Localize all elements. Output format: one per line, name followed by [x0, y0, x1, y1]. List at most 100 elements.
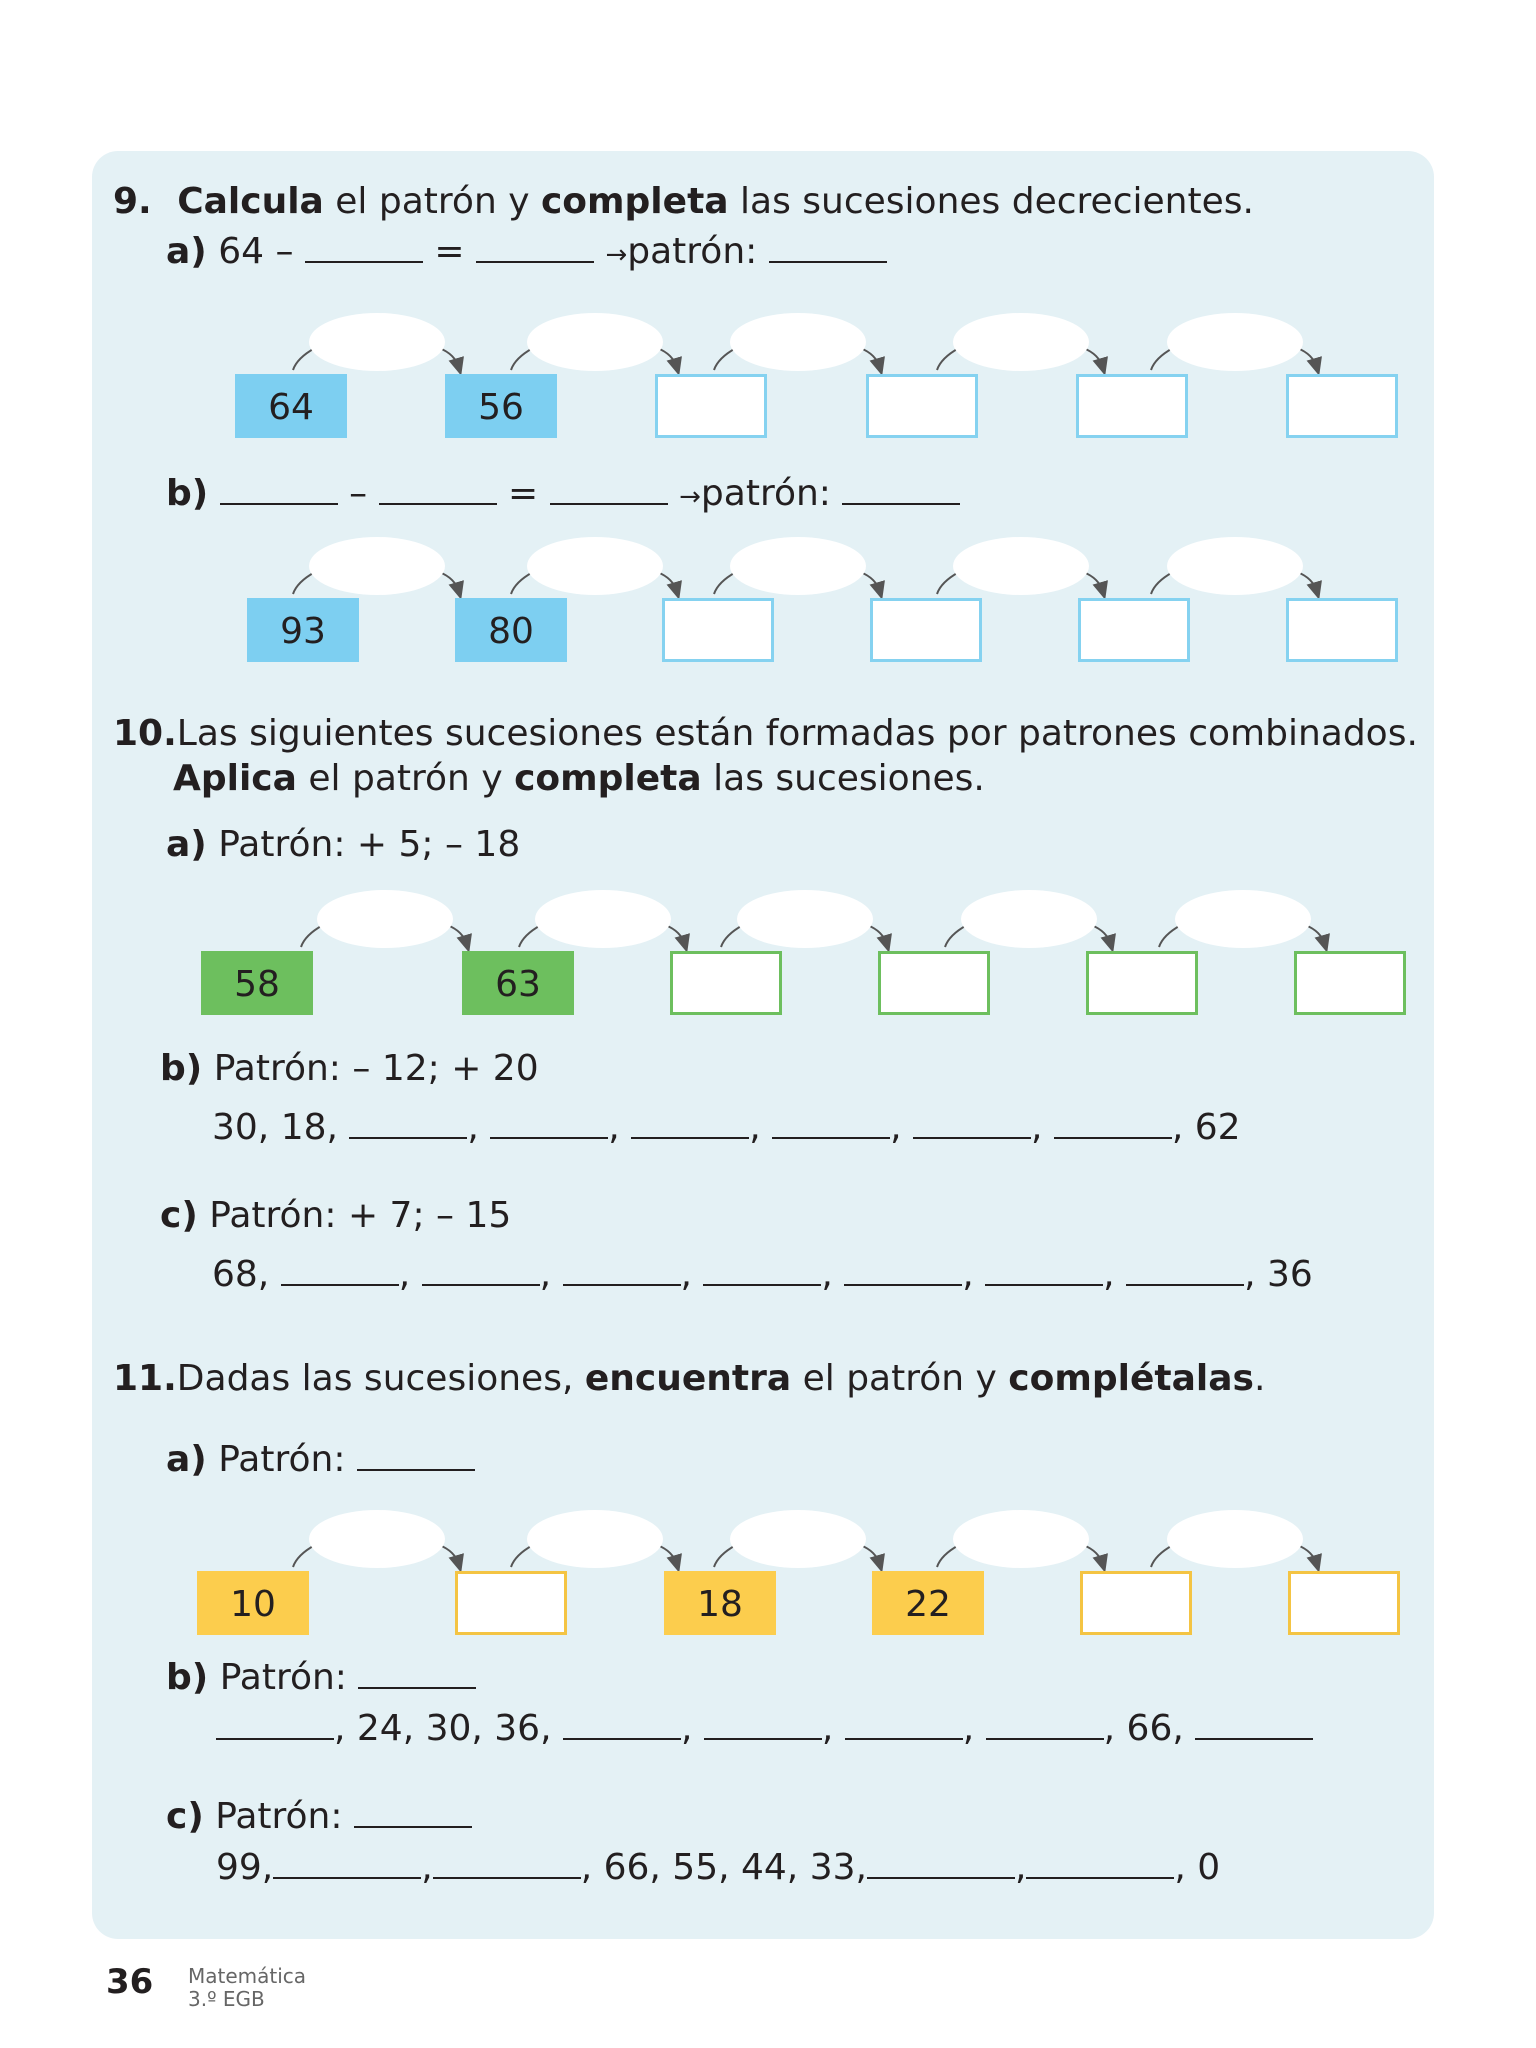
sequence-box: 10 [197, 1571, 309, 1635]
sequence-box-blank[interactable] [662, 598, 774, 662]
sequence-box-blank[interactable] [1076, 374, 1188, 438]
pattern-ellipse-blank[interactable] [953, 313, 1089, 371]
sequence-box-blank[interactable] [1286, 598, 1398, 662]
sequence-box-blank[interactable] [870, 598, 982, 662]
pattern-blank[interactable] [358, 1659, 477, 1689]
exercise-11b-pattern: b) Patrón: [166, 1656, 477, 1700]
exercise-10a-pattern: a) Patrón: + 5; – 18 [166, 824, 521, 865]
exercise-9a-equation: a) 64 – = →patrón: [166, 230, 887, 277]
sequence-box: 64 [235, 374, 347, 438]
answer-blank[interactable] [1053, 1109, 1172, 1139]
pattern-ellipse-blank[interactable] [1167, 313, 1303, 371]
answer-blank[interactable] [1195, 1710, 1314, 1740]
exercise-panel [92, 151, 1434, 1939]
pattern-blank[interactable] [356, 1441, 475, 1471]
pattern-blank[interactable] [353, 1798, 472, 1828]
pattern-ellipse-blank[interactable] [953, 1510, 1089, 1568]
answer-blank[interactable] [280, 1256, 399, 1286]
answer-blank[interactable] [549, 475, 668, 505]
pattern-ellipse-blank[interactable] [1167, 537, 1303, 595]
exercise-9b-equation: b) – = →patrón: [166, 472, 961, 519]
answer-blank[interactable] [562, 1710, 681, 1740]
sequence-box: 80 [455, 598, 567, 662]
pattern-ellipse-blank[interactable] [309, 1510, 445, 1568]
sequence-box: 22 [872, 1571, 984, 1635]
pattern-ellipse-blank[interactable] [535, 890, 671, 948]
answer-blank[interactable] [1126, 1256, 1245, 1286]
exercise-9-instruction: 9. Calcula el patrón y completa las suce… [113, 181, 1254, 222]
answer-blank[interactable] [866, 1849, 1015, 1879]
item-label: a) [166, 231, 207, 272]
exercise-number: 11. [113, 1358, 177, 1399]
pattern-ellipse-blank[interactable] [737, 890, 873, 948]
pattern-blank[interactable] [768, 233, 887, 263]
sequence-box-blank[interactable] [1078, 598, 1190, 662]
exercise-10b-pattern: b) Patrón: – 12; + 20 [160, 1048, 539, 1089]
answer-blank[interactable] [476, 233, 594, 263]
pattern-ellipse-blank[interactable] [527, 537, 663, 595]
footer-subject: Matemática [188, 1964, 307, 1988]
footer-grade: 3.º EGB [188, 1987, 265, 2011]
pattern-ellipse-blank[interactable] [317, 890, 453, 948]
answer-blank[interactable] [703, 1256, 822, 1286]
exercise-10c-sequence: 68, , , , , , , , 36 [212, 1254, 1313, 1295]
arrow-right-icon: → [679, 482, 701, 512]
item-label: b) [166, 473, 209, 514]
sequence-box: 56 [445, 374, 557, 438]
sequence-box-blank[interactable] [455, 1571, 567, 1635]
answer-blank[interactable] [432, 1849, 581, 1879]
answer-blank[interactable] [985, 1710, 1104, 1740]
exercise-11c-pattern: c) Patrón: [166, 1795, 472, 1839]
item-label: c) [166, 1796, 204, 1837]
pattern-ellipse-blank[interactable] [1175, 890, 1311, 948]
pattern-blank[interactable] [842, 475, 961, 505]
sequence-box-blank[interactable] [1086, 951, 1198, 1015]
sequence-box-blank[interactable] [866, 374, 978, 438]
exercise-10-instruction: 10.Las siguientes sucesiones están forma… [113, 713, 1418, 754]
pattern-ellipse-blank[interactable] [527, 313, 663, 371]
answer-blank[interactable] [490, 1109, 609, 1139]
answer-blank[interactable] [1026, 1849, 1175, 1879]
answer-blank[interactable] [844, 1710, 963, 1740]
item-label: a) [166, 1439, 207, 1480]
pattern-ellipse-blank[interactable] [309, 313, 445, 371]
answer-blank[interactable] [772, 1109, 891, 1139]
pattern-ellipse-blank[interactable] [1167, 1510, 1303, 1568]
answer-blank[interactable] [219, 475, 338, 505]
arrow-right-icon: → [605, 240, 628, 270]
answer-blank[interactable] [631, 1109, 750, 1139]
answer-blank[interactable] [562, 1256, 681, 1286]
answer-blank[interactable] [304, 233, 423, 263]
sequence-box: 63 [462, 951, 574, 1015]
answer-blank[interactable] [703, 1710, 822, 1740]
pattern-ellipse-blank[interactable] [527, 1510, 663, 1568]
pattern-ellipse-blank[interactable] [961, 890, 1097, 948]
pattern-ellipse-blank[interactable] [309, 537, 445, 595]
sequence-box-blank[interactable] [878, 951, 990, 1015]
pattern-ellipse-blank[interactable] [730, 537, 866, 595]
answer-blank[interactable] [844, 1256, 963, 1286]
sequence-box-blank[interactable] [1080, 1571, 1192, 1635]
sequence-box-blank[interactable] [1294, 951, 1406, 1015]
answer-blank[interactable] [985, 1256, 1104, 1286]
exercise-11c-sequence: 99,,, 66, 55, 44, 33,,, 0 [216, 1847, 1221, 1888]
sequence-box: 93 [247, 598, 359, 662]
pattern-ellipse-blank[interactable] [953, 537, 1089, 595]
answer-blank[interactable] [349, 1109, 468, 1139]
sequence-box-blank[interactable] [1288, 1571, 1400, 1635]
answer-blank[interactable] [216, 1710, 334, 1740]
sequence-box-blank[interactable] [670, 951, 782, 1015]
pattern-ellipse-blank[interactable] [730, 1510, 866, 1568]
answer-blank[interactable] [273, 1849, 422, 1879]
pattern-ellipse-blank[interactable] [730, 313, 866, 371]
sequence-box-blank[interactable] [655, 374, 767, 438]
sequence-box-blank[interactable] [1286, 374, 1398, 438]
exercise-10b-sequence: 30, 18, , , , , , , 62 [212, 1107, 1241, 1148]
answer-blank[interactable] [378, 475, 497, 505]
sequence-box: 58 [201, 951, 313, 1015]
answer-blank[interactable] [421, 1256, 540, 1286]
answer-blank[interactable] [912, 1109, 1031, 1139]
item-label: c) [160, 1195, 198, 1236]
sequence-box: 18 [664, 1571, 776, 1635]
exercise-11b-sequence: , 24, 30, 36, , , , , 66, [216, 1707, 1314, 1751]
